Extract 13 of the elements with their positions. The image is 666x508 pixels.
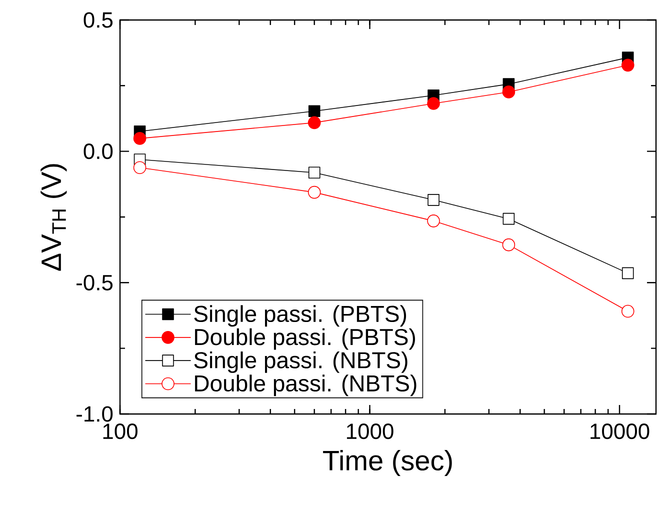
legend-label: Single passi. (NBTS) bbox=[194, 351, 408, 373]
y-tick-label: 0.0 bbox=[84, 144, 113, 160]
legend-label: Double passi. (PBTS) bbox=[195, 328, 415, 350]
x-tick-label: 10000 bbox=[590, 424, 650, 440]
legend-label: Single passi. (PBTS) bbox=[194, 305, 406, 327]
x-tick-label: 1000 bbox=[346, 424, 394, 440]
y-tick-label: -0.5 bbox=[76, 274, 113, 290]
y-axis-title: ΔV$_{TH}$ (V) bbox=[40, 164, 67, 271]
legend-label: Double passi. (NBTS) bbox=[195, 374, 416, 396]
y-tick-label: -1.0 bbox=[76, 406, 113, 422]
y-tick-label: 0.5 bbox=[84, 12, 113, 28]
x-axis-title: Time (sec) bbox=[323, 450, 452, 476]
x-tick-label: 100 bbox=[103, 424, 138, 440]
